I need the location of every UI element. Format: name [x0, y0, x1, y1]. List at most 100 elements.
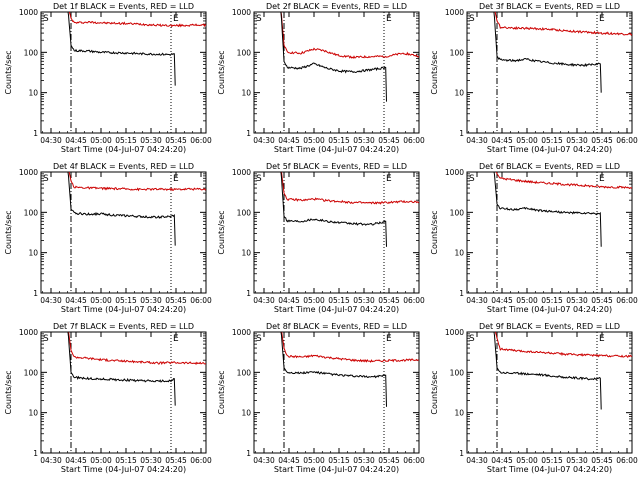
x-tick-label: 05:15 — [541, 136, 563, 145]
y-tick-label: 1 — [33, 289, 38, 298]
x-tick-label: 05:30 — [140, 136, 162, 145]
y-axis-label: Counts/sec — [4, 50, 13, 94]
panel-title: Det 3f BLACK = Events, RED = LLD — [479, 2, 620, 11]
y-tick-label: 1000 — [445, 328, 464, 337]
y-tick-label: 100 — [24, 208, 39, 217]
y-tick-label: 10 — [241, 409, 251, 418]
panel-8: Det 8f BLACK = Events, RED = LLD 1 10 100 10… — [217, 322, 425, 474]
y-tick-label: 1000 — [445, 8, 464, 17]
x-tick-label: 04:30 — [40, 136, 62, 145]
x-axis-label: Start Time (04-Jul-07 04:24:20) — [487, 465, 612, 474]
marker-e: E — [173, 14, 179, 24]
panel-title: Det 1f BLACK = Events, RED = LLD — [53, 2, 194, 11]
y-tick-label: 10 — [241, 89, 251, 98]
panel-title: Det 9f BLACK = Events, RED = LLD — [479, 322, 620, 331]
marker-e: E — [386, 174, 392, 184]
x-tick-label: 04:30 — [466, 456, 488, 465]
x-tick-label: 05:45 — [165, 136, 187, 145]
y-tick-label: 10 — [454, 409, 464, 418]
y-axis-label: Counts/sec — [217, 50, 226, 94]
y-tick-label: 1 — [246, 129, 251, 138]
plot-frame — [40, 11, 207, 134]
panel-title: Det 5f BLACK = Events, RED = LLD — [266, 162, 407, 171]
x-tick-label: 06:00 — [616, 296, 638, 305]
series-lld-line — [281, 332, 419, 363]
x-tick-label: 06:00 — [190, 296, 212, 305]
x-tick-label: 05:30 — [140, 296, 162, 305]
x-axis-label: Start Time (04-Jul-07 04:24:20) — [61, 145, 186, 154]
x-tick-label: 05:00 — [90, 296, 112, 305]
x-tick-label: 05:15 — [115, 296, 137, 305]
panel-1: Det 1f BLACK = Events, RED = LLD 1 10 100 10… — [4, 2, 212, 154]
y-tick-label: 100 — [24, 368, 39, 377]
marker-s: S — [469, 174, 475, 184]
plot-frame — [40, 331, 207, 454]
x-tick-label: 04:45 — [65, 296, 87, 305]
panel-title: Det 7f BLACK = Events, RED = LLD — [53, 322, 194, 331]
x-tick-label: 04:30 — [40, 296, 62, 305]
y-tick-label: 1000 — [232, 328, 251, 337]
x-axis-label: Start Time (04-Jul-07 04:24:20) — [61, 465, 186, 474]
series-lld-line — [68, 172, 206, 192]
panel-4: Det 4f BLACK = Events, RED = LLD 1 10 100 10… — [4, 162, 212, 314]
y-tick-label: 1000 — [19, 8, 38, 17]
y-tick-label: 1 — [459, 289, 464, 298]
series-lld-line — [280, 12, 419, 59]
x-tick-label: 05:30 — [566, 296, 588, 305]
marker-e: E — [173, 174, 179, 184]
x-tick-label: 05:15 — [328, 136, 350, 145]
marker-e: E — [386, 334, 392, 344]
plot-frame — [466, 171, 633, 294]
x-tick-label: 05:15 — [541, 296, 563, 305]
y-tick-label: 1000 — [19, 328, 38, 337]
x-tick-label: 05:00 — [516, 136, 538, 145]
series-events-line — [67, 172, 176, 246]
y-tick-label: 1 — [246, 449, 251, 458]
x-tick-label: 05:45 — [165, 296, 187, 305]
y-tick-label: 1 — [33, 129, 38, 138]
y-axis-label: Counts/sec — [217, 210, 226, 254]
y-tick-label: 10 — [28, 409, 38, 418]
panel-title: Det 2f BLACK = Events, RED = LLD — [266, 2, 407, 11]
x-axis-label: Start Time (04-Jul-07 04:24:20) — [274, 465, 399, 474]
series-events-line — [280, 172, 387, 247]
marker-e: E — [599, 174, 605, 184]
marker-s: S — [43, 174, 49, 184]
marker-s: S — [469, 334, 475, 344]
y-tick-label: 100 — [237, 368, 252, 377]
y-tick-label: 1 — [459, 129, 464, 138]
x-tick-label: 04:45 — [491, 456, 513, 465]
marker-s: S — [256, 334, 262, 344]
x-tick-label: 04:45 — [278, 136, 300, 145]
x-tick-label: 05:45 — [165, 456, 187, 465]
x-tick-label: 04:30 — [466, 136, 488, 145]
series-lld-line — [495, 172, 632, 190]
panel-9: Det 9f BLACK = Events, RED = LLD 1 10 100 10… — [430, 322, 638, 474]
x-tick-label: 05:15 — [115, 456, 137, 465]
x-tick-label: 05:30 — [566, 456, 588, 465]
marker-s: S — [469, 14, 475, 24]
x-tick-label: 06:00 — [190, 136, 212, 145]
x-tick-label: 06:00 — [616, 456, 638, 465]
x-tick-label: 04:45 — [491, 136, 513, 145]
series-lld-line — [494, 12, 632, 36]
x-tick-label: 05:30 — [353, 456, 375, 465]
x-tick-label: 05:00 — [516, 456, 538, 465]
y-tick-label: 100 — [450, 208, 465, 217]
x-tick-label: 05:30 — [566, 136, 588, 145]
x-axis-label: Start Time (04-Jul-07 04:24:20) — [274, 145, 399, 154]
panel-6: Det 6f BLACK = Events, RED = LLD 1 10 100 10… — [430, 162, 638, 314]
x-tick-label: 04:30 — [253, 456, 275, 465]
marker-s: S — [256, 174, 262, 184]
marker-s: S — [43, 14, 49, 24]
y-tick-label: 10 — [241, 249, 251, 258]
x-tick-label: 05:15 — [328, 296, 350, 305]
x-tick-label: 06:00 — [616, 136, 638, 145]
y-tick-label: 10 — [454, 249, 464, 258]
y-tick-label: 10 — [28, 89, 38, 98]
series-events-line — [67, 332, 176, 406]
x-tick-label: 05:45 — [378, 456, 400, 465]
series-events-line — [493, 12, 602, 93]
y-tick-label: 100 — [450, 368, 465, 377]
